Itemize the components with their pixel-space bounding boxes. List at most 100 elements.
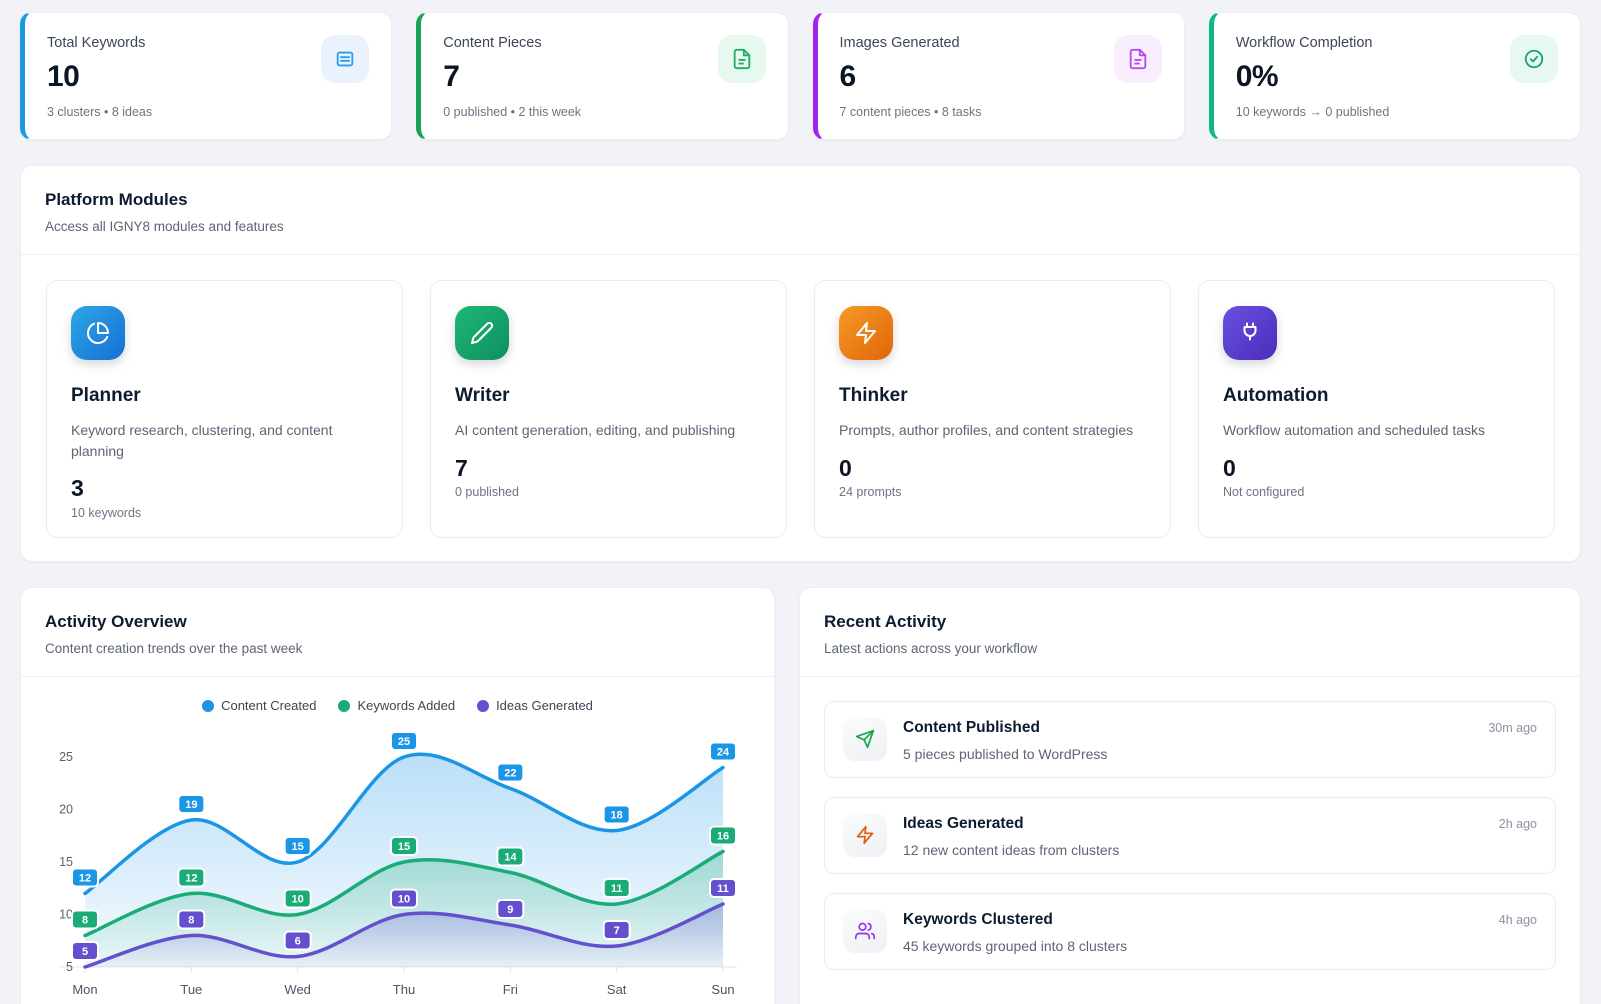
svg-text:15: 15 xyxy=(398,841,410,853)
stat-value: 10 xyxy=(47,60,80,93)
svg-text:Thu: Thu xyxy=(393,982,415,997)
module-subtext: 10 keywords xyxy=(71,505,142,520)
svg-text:16: 16 xyxy=(717,831,729,843)
bottom-row: Activity Overview Content creation trend… xyxy=(20,587,1581,1004)
stat-value: 0% xyxy=(1235,60,1279,93)
svg-text:14: 14 xyxy=(504,852,517,864)
legend-item-content-created[interactable]: Content Created xyxy=(202,698,316,713)
legend-dot xyxy=(477,699,490,712)
module-subtext: 0 published xyxy=(455,485,519,500)
pie-chart-icon xyxy=(71,306,125,360)
svg-text:10: 10 xyxy=(292,894,304,906)
stat-label: Images Generated xyxy=(839,35,960,51)
panel-title: Activity Overview xyxy=(45,612,187,631)
list-icon xyxy=(321,35,370,83)
svg-text:Tue: Tue xyxy=(180,982,202,997)
stat-label: Total Keywords xyxy=(47,35,146,51)
pencil-icon xyxy=(455,306,509,360)
module-description: Workflow automation and scheduled tasks xyxy=(1223,422,1485,438)
svg-text:20: 20 xyxy=(59,803,73,817)
stat-subtext: 7 content pieces • 8 tasks xyxy=(839,105,982,119)
legend-dot xyxy=(338,699,351,712)
legend-label: Content Created xyxy=(221,698,317,713)
file-text-icon xyxy=(1113,35,1162,83)
svg-text:9: 9 xyxy=(507,904,513,916)
stat-value: 7 xyxy=(443,60,460,93)
chart-legend: Content Created Keywords Added Ideas Gen… xyxy=(21,677,774,715)
svg-text:5: 5 xyxy=(66,960,73,974)
chart-area: 5 10 15 20 25 Mon Tue Wed Thu Fri Sat Sun 12 19 15 25 22… xyxy=(21,715,774,1004)
svg-text:5: 5 xyxy=(82,946,88,958)
svg-text:25: 25 xyxy=(398,736,410,748)
svg-text:25: 25 xyxy=(59,750,73,764)
divider xyxy=(800,676,1580,677)
stat-card-images-generated: Images Generated 6 7 content pieces • 8 … xyxy=(812,12,1185,140)
svg-text:6: 6 xyxy=(295,936,301,948)
modules-grid: Planner Keyword research, clustering, an… xyxy=(21,255,1580,561)
activity-title: Content Published xyxy=(903,719,1040,736)
panel-title: Recent Activity xyxy=(824,612,947,631)
module-card-writer[interactable]: Writer AI content generation, editing, a… xyxy=(430,280,787,538)
activity-time: 4h ago xyxy=(1498,913,1537,927)
panel-subtitle: Access all IGNY8 modules and features xyxy=(45,219,284,234)
activity-item-keywords-clustered: Keywords Clustered 4h ago 45 keywords gr… xyxy=(824,893,1556,970)
module-value: 0 xyxy=(1223,454,1236,481)
svg-text:Fri: Fri xyxy=(503,982,518,997)
recent-activity-panel: Recent Activity Latest actions across yo… xyxy=(799,587,1581,1004)
zap-icon xyxy=(843,813,887,857)
activity-list: Content Published 30m ago 5 pieces publi… xyxy=(800,677,1580,994)
send-icon xyxy=(843,717,887,761)
svg-text:10: 10 xyxy=(398,894,410,906)
svg-text:11: 11 xyxy=(611,883,623,895)
svg-text:12: 12 xyxy=(185,873,197,885)
svg-text:22: 22 xyxy=(504,768,516,780)
stat-card-workflow-completion: Workflow Completion 0% 10 keywords → 0 p… xyxy=(1208,12,1581,140)
svg-text:15: 15 xyxy=(292,841,304,853)
activity-time: 30m ago xyxy=(1488,721,1537,735)
legend-dot xyxy=(202,699,215,712)
users-icon xyxy=(843,909,887,953)
legend-label: Keywords Added xyxy=(357,698,456,713)
activity-item-ideas-generated: Ideas Generated 2h ago 12 new content id… xyxy=(824,797,1556,874)
svg-text:24: 24 xyxy=(717,747,730,759)
svg-text:19: 19 xyxy=(185,799,197,811)
check-circle-icon xyxy=(1510,35,1558,83)
panel-subtitle: Latest actions across your workflow xyxy=(824,641,1038,656)
svg-text:10: 10 xyxy=(59,908,73,922)
stat-subtext: 3 clusters • 8 ideas xyxy=(47,105,153,119)
activity-title: Ideas Generated xyxy=(903,815,1024,832)
legend-item-ideas-generated[interactable]: Ideas Generated xyxy=(477,698,593,713)
module-value: 7 xyxy=(455,454,468,481)
module-name: Thinker xyxy=(839,385,908,406)
activity-chart: 5 10 15 20 25 Mon Tue Wed Thu Fri Sat Sun 12 19 15 25 22… xyxy=(59,731,737,997)
activity-title: Keywords Clustered xyxy=(903,911,1053,928)
panel-subtitle: Content creation trends over the past we… xyxy=(45,641,303,656)
module-name: Writer xyxy=(455,385,510,406)
svg-text:8: 8 xyxy=(188,915,194,927)
activity-description: 12 new content ideas from clusters xyxy=(903,842,1120,858)
activity-time: 2h ago xyxy=(1498,817,1537,831)
module-name: Planner xyxy=(71,385,141,406)
stat-card-total-keywords: Total Keywords 10 3 clusters • 8 ideas xyxy=(20,12,393,140)
module-card-automation[interactable]: Automation Workflow automation and sched… xyxy=(1198,280,1555,538)
activity-item-content-published: Content Published 30m ago 5 pieces publi… xyxy=(824,701,1556,778)
platform-modules-panel: Platform Modules Access all IGNY8 module… xyxy=(20,165,1581,562)
module-card-thinker[interactable]: Thinker Prompts, author profiles, and co… xyxy=(814,280,1171,538)
svg-text:11: 11 xyxy=(717,883,729,895)
stat-card-content-pieces: Content Pieces 7 0 published • 2 this we… xyxy=(416,12,789,140)
legend-item-keywords-added[interactable]: Keywords Added xyxy=(338,698,455,713)
file-text-icon xyxy=(717,35,766,83)
module-card-planner[interactable]: Planner Keyword research, clustering, an… xyxy=(46,280,403,538)
stats-row: Total Keywords 10 3 clusters • 8 ideas C… xyxy=(20,12,1581,140)
stat-subtext: 0 published • 2 this week xyxy=(443,105,582,119)
module-description: Keyword research, clustering, and conten… xyxy=(71,422,333,459)
svg-text:Mon: Mon xyxy=(72,982,97,997)
module-description: Prompts, author profiles, and content st… xyxy=(839,422,1134,438)
module-value: 3 xyxy=(71,475,84,502)
stat-label: Content Pieces xyxy=(443,35,542,51)
module-subtext: Not configured xyxy=(1223,485,1305,500)
svg-text:7: 7 xyxy=(614,925,620,937)
module-value: 0 xyxy=(839,454,852,481)
svg-text:Sun: Sun xyxy=(711,982,734,997)
